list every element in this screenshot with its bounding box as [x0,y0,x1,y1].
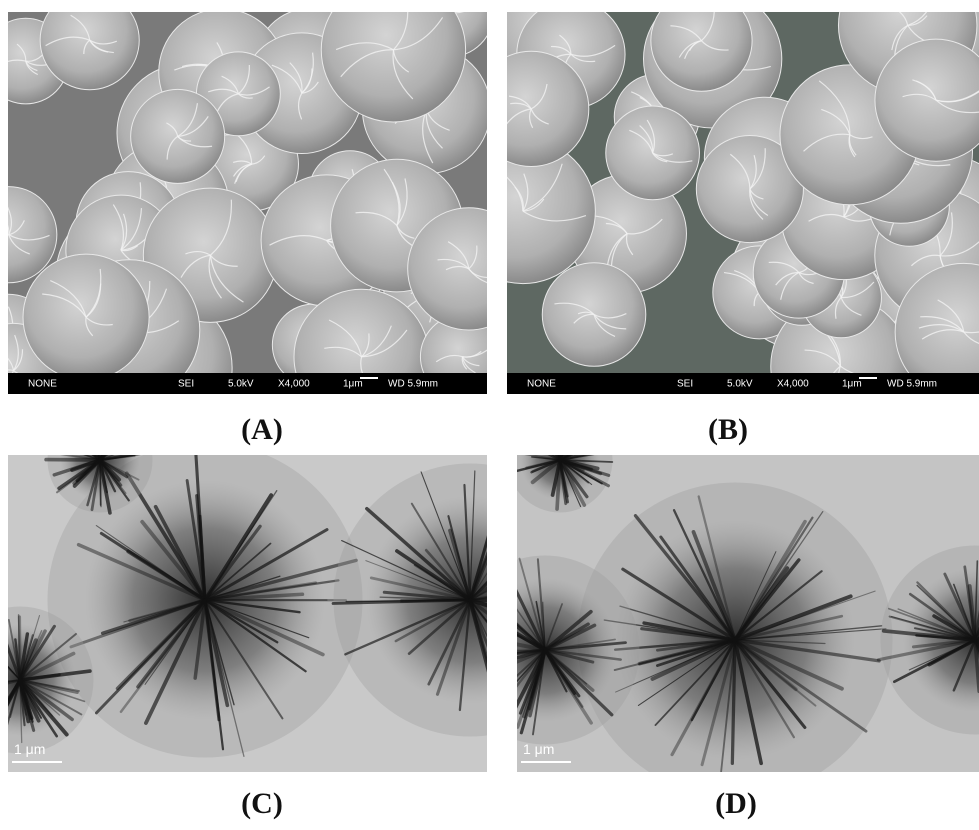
petal-edge [0,235,9,264]
spike [89,421,100,460]
info-text: 1μm [343,379,363,390]
spike [82,411,100,460]
spike [69,422,100,460]
spike [100,425,108,460]
scale-label: 1 μm [14,741,45,757]
petal-edge [1,215,9,235]
info-text: NONE [28,379,57,390]
info-text: 5.0kV [228,379,254,390]
spike [100,419,119,460]
panel-label: (C) [241,787,283,820]
spike [100,420,133,460]
info-text: WD 5.9mm [388,379,438,390]
petal-edge [439,3,449,13]
panel-label: (A) [241,413,283,446]
spike [100,417,131,460]
spike [560,408,569,460]
info-text: 1μm [842,379,862,390]
spike [100,417,117,460]
petal-edge [0,315,8,345]
info-text: SEI [677,379,693,390]
spike [560,417,563,460]
info-text: NONE [527,379,556,390]
petal-edge [0,334,8,344]
spike [88,413,100,460]
micrograph [451,408,979,798]
spike [100,421,121,460]
spike [540,418,560,460]
info-text: X4,000 [278,379,310,390]
micrograph [450,0,979,436]
info-text: SEI [178,379,194,390]
spike [560,418,572,460]
panel-label: (D) [715,787,757,820]
info-text: WD 5.9mm [887,379,937,390]
spike [560,417,573,460]
spike [87,409,100,460]
info-text: 5.0kV [727,379,753,390]
petal-edge [436,0,450,12]
panel-label: (B) [708,413,748,446]
spike [547,417,560,460]
spike [100,424,114,460]
figure: NONE SEI 5.0kV X4,000 1μm WD 5.9mm (A) NONE SEI 5… [0,0,979,830]
spike [535,420,560,460]
petal-edge [0,339,8,345]
spike [560,425,585,460]
scale-label: 1 μm [523,741,554,757]
spike [549,412,560,460]
info-text: X4,000 [777,379,809,390]
petal-edge [449,2,479,13]
